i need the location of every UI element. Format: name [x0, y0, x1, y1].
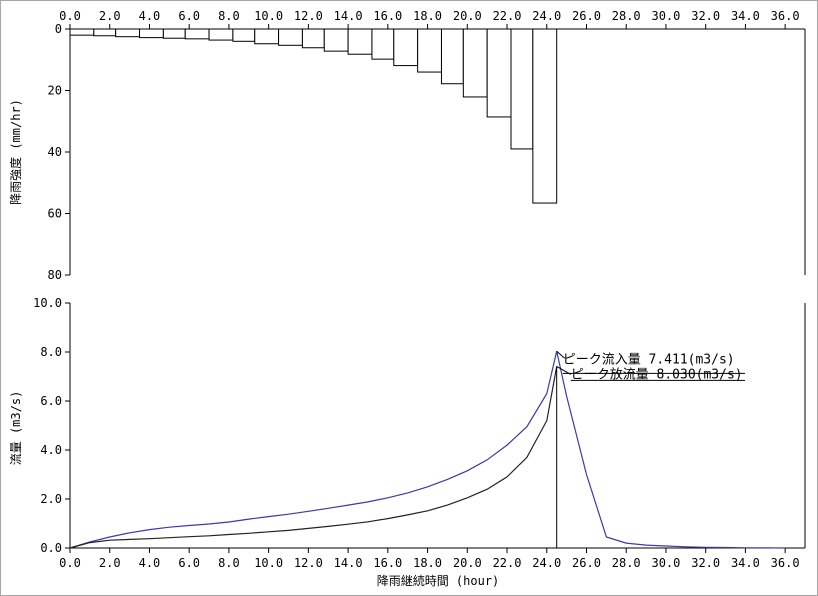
- inflow-line: [69, 366, 558, 549]
- rain-bar: [323, 28, 349, 52]
- rain-bar: [462, 28, 488, 98]
- rain-bar: [486, 28, 512, 118]
- rain-x-tick-label: 26.0: [572, 9, 601, 23]
- rain-x-tick-label: 28.0: [612, 9, 641, 23]
- rain-bar: [232, 28, 256, 42]
- flow-series: [69, 351, 786, 549]
- rain-bar: [254, 28, 280, 45]
- flow-x-tick-label: 12.0: [294, 556, 323, 570]
- rain-x-tick-label: 36.0: [771, 9, 800, 23]
- rain-bar: [139, 28, 164, 39]
- flow-x-tick-label: 22.0: [493, 556, 522, 570]
- rain-y-tick-label: 0: [55, 22, 62, 36]
- flow-x-tick-label: 16.0: [373, 556, 402, 570]
- rain-bar: [115, 28, 141, 38]
- rain-bar: [440, 28, 464, 85]
- flow-annotations: ピーク流入量 7.411(m3/s)ピーク放流量 8.030(m3/s): [556, 350, 745, 382]
- rain-x-tick-label: 16.0: [373, 9, 402, 23]
- flow-x-tick-label: 36.0: [771, 556, 800, 570]
- rain-x-ticks: 0.0 2.0 4.0 6.0 8.0 10.0 12.0 14.0 16.0 18.0 20.0 2…: [59, 9, 800, 29]
- rain-y-axis-label: 降雨強度 (mm/hr): [8, 99, 23, 205]
- rain-x-tick-label: 30.0: [651, 9, 680, 23]
- rain-x-tick-label: 4.0: [139, 9, 161, 23]
- flow-x-tick-label: 10.0: [254, 556, 283, 570]
- flow-y-tick-label: 6.0: [40, 394, 62, 408]
- flow-x-tick-label: 0.0: [59, 556, 81, 570]
- rain-x-tick-label: 24.0: [532, 9, 561, 23]
- annotation-leader-1: [556, 350, 566, 359]
- rain-bar: [93, 28, 117, 37]
- flow-x-tick-label: 20.0: [453, 556, 482, 570]
- rain-y-tick-label: 80: [48, 268, 62, 282]
- rain-x-tick-label: 2.0: [99, 9, 121, 23]
- flow-y-tick-label: 0.0: [40, 541, 62, 555]
- rain-bar: [417, 28, 442, 73]
- rain-y-tick-label: 60: [48, 207, 62, 221]
- flow-x-tick-label: 8.0: [218, 556, 240, 570]
- peak-outflow-label: ピーク放流量 8.030(m3/s): [571, 367, 743, 382]
- flow-x-tick-label: 34.0: [731, 556, 760, 570]
- rain-bar: [532, 28, 558, 204]
- rain-bar: [510, 28, 534, 150]
- flow-x-tick-label: 30.0: [651, 556, 680, 570]
- rain-x-tick-label: 18.0: [413, 9, 442, 23]
- flow-x-ticks: 0.0 2.0 4.0 6.0 8.0 10.0 12.0 14.0 16.0 18.0 20.0 2…: [59, 548, 800, 570]
- rain-bar: [162, 28, 186, 39]
- rain-bar: [371, 28, 395, 60]
- flow-x-tick-label: 2.0: [99, 556, 121, 570]
- rain-x-tick-label: 32.0: [691, 9, 720, 23]
- flow-y-tick-label: 4.0: [40, 443, 62, 457]
- peak-inflow-label: ピーク流入量 7.411(m3/s): [563, 352, 735, 367]
- rain-y-tick-label: 40: [48, 145, 62, 159]
- flow-x-tick-label: 14.0: [334, 556, 363, 570]
- flow-x-tick-label: 28.0: [612, 556, 641, 570]
- rain-x-tick-label: 14.0: [334, 9, 363, 23]
- flow-x-tick-label: 18.0: [413, 556, 442, 570]
- rain-x-tick-label: 6.0: [178, 9, 200, 23]
- flow-y-tick-label: 2.0: [40, 492, 62, 506]
- rain-y-tick-label: 20: [48, 84, 62, 98]
- flow-y-ticks: 0.0 2.0 4.0 6.0 8.0 10.0: [33, 296, 70, 555]
- rain-bar: [393, 28, 419, 67]
- flow-x-tick-label: 26.0: [572, 556, 601, 570]
- flow-y-axis-label: 流量 (m3/s): [9, 391, 23, 466]
- flow-x-tick-label: 4.0: [139, 556, 161, 570]
- rain-x-tick-label: 10.0: [254, 9, 283, 23]
- rain-bar: [184, 28, 210, 40]
- flow-x-tick-label: 32.0: [691, 556, 720, 570]
- rain-x-tick-label: 0.0: [59, 9, 81, 23]
- rain-y-ticks: 0 20 40 60 80: [48, 22, 70, 282]
- rain-bar: [208, 28, 234, 41]
- rain-bar: [69, 28, 95, 36]
- annotation-leader-2: [556, 365, 571, 375]
- rain-bars: [69, 28, 558, 204]
- flow-y-tick-label: 10.0: [33, 296, 62, 310]
- rain-x-tick-label: 34.0: [731, 9, 760, 23]
- rain-bar: [301, 28, 325, 49]
- rain-x-tick-label: 20.0: [453, 9, 482, 23]
- rain-bar: [347, 28, 373, 55]
- flow-x-tick-label: 24.0: [532, 556, 561, 570]
- rain-bar: [278, 28, 303, 46]
- flow-y-tick-label: 8.0: [40, 345, 62, 359]
- flow-x-axis-label: 降雨継続時間 (hour): [377, 573, 500, 588]
- rain-x-tick-label: 12.0: [294, 9, 323, 23]
- flow-x-tick-label: 6.0: [178, 556, 200, 570]
- outflow-line: [69, 351, 786, 549]
- rain-x-tick-label: 8.0: [218, 9, 240, 23]
- rain-x-tick-label: 22.0: [493, 9, 522, 23]
